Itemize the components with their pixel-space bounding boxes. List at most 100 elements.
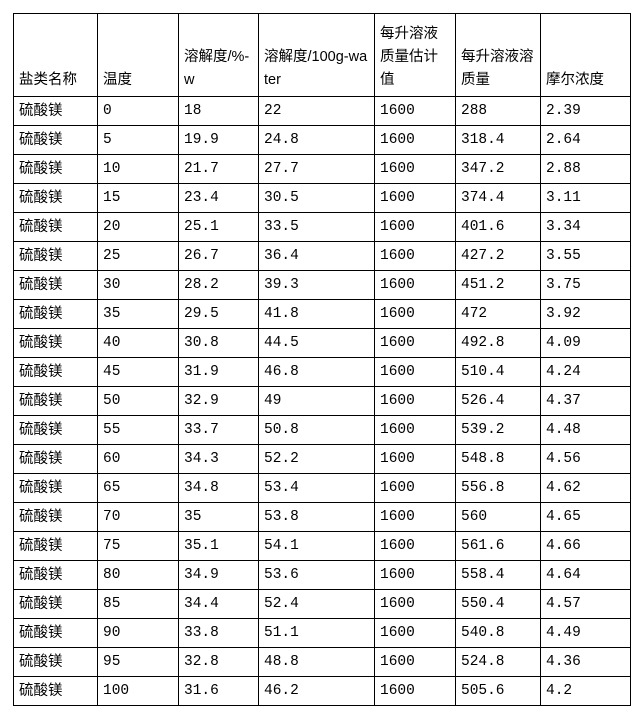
cell-molarity: 4.48 [540, 415, 631, 445]
cell-solubility_wt_pct: 34.8 [178, 473, 259, 503]
cell-solution_mass_per_liter_estimate: 1600 [374, 676, 456, 706]
cell-solubility_per_100g_water: 27.7 [258, 154, 375, 184]
cell-salt_name: 硫酸镁 [13, 154, 98, 184]
cell-molarity: 3.11 [540, 183, 631, 213]
cell-molarity: 4.49 [540, 618, 631, 648]
cell-salt_name: 硫酸镁 [13, 328, 98, 358]
cell-temperature: 5 [97, 125, 179, 155]
cell-temperature: 65 [97, 473, 179, 503]
cell-solution_mass_per_liter_estimate: 1600 [374, 473, 456, 503]
cell-solubility_wt_pct: 33.7 [178, 415, 259, 445]
table-header-row: 盐类名称 温度 溶解度/%-w 溶解度/100g-water 每升溶液质量估计值… [13, 13, 631, 97]
cell-solution_mass_per_liter_estimate: 1600 [374, 502, 456, 532]
cell-salt_name: 硫酸镁 [13, 386, 98, 416]
table-row: 硫酸镁 70 35 53.8 1600 560 4.65 [13, 502, 631, 532]
cell-solubility_wt_pct: 28.2 [178, 270, 259, 300]
cell-solution_mass_per_liter_estimate: 1600 [374, 183, 456, 213]
cell-solubility_wt_pct: 34.3 [178, 444, 259, 474]
cell-solubility_wt_pct: 31.9 [178, 357, 259, 387]
table-row: 硫酸镁 45 31.9 46.8 1600 510.4 4.24 [13, 357, 631, 387]
cell-solubility_per_100g_water: 44.5 [258, 328, 375, 358]
cell-temperature: 0 [97, 96, 179, 126]
cell-solubility_wt_pct: 29.5 [178, 299, 259, 329]
cell-solubility_per_100g_water: 53.6 [258, 560, 375, 590]
cell-temperature: 80 [97, 560, 179, 590]
table-row: 硫酸镁 35 29.5 41.8 1600 472 3.92 [13, 299, 631, 329]
table-row: 硫酸镁 65 34.8 53.4 1600 556.8 4.62 [13, 473, 631, 503]
table-header: 盐类名称 温度 溶解度/%-w 溶解度/100g-water 每升溶液质量估计值… [13, 13, 631, 97]
cell-salt_name: 硫酸镁 [13, 125, 98, 155]
table-row: 硫酸镁 10 21.7 27.7 1600 347.2 2.88 [13, 154, 631, 184]
column-header-solution-mass-per-liter: 每升溶液质量估计值 [374, 13, 456, 97]
cell-salt_name: 硫酸镁 [13, 96, 98, 126]
cell-solubility_per_100g_water: 41.8 [258, 299, 375, 329]
cell-solubility_per_100g_water: 39.3 [258, 270, 375, 300]
cell-solubility_per_100g_water: 52.2 [258, 444, 375, 474]
column-header-molarity: 摩尔浓度 [540, 13, 631, 97]
cell-solubility_per_100g_water: 30.5 [258, 183, 375, 213]
cell-molarity: 3.34 [540, 212, 631, 242]
cell-temperature: 15 [97, 183, 179, 213]
column-header-salt-name: 盐类名称 [13, 13, 98, 97]
cell-salt_name: 硫酸镁 [13, 299, 98, 329]
cell-molarity: 4.24 [540, 357, 631, 387]
cell-salt_name: 硫酸镁 [13, 415, 98, 445]
table-row: 硫酸镁 90 33.8 51.1 1600 540.8 4.49 [13, 618, 631, 648]
cell-solubility_wt_pct: 18 [178, 96, 259, 126]
column-header-solubility-per-100g-water: 溶解度/100g-water [258, 13, 375, 97]
column-header-temperature: 温度 [97, 13, 179, 97]
cell-solubility_per_100g_water: 50.8 [258, 415, 375, 445]
cell-solubility_wt_pct: 21.7 [178, 154, 259, 184]
cell-solubility_wt_pct: 31.6 [178, 676, 259, 706]
cell-solute_mass_per_liter: 288 [455, 96, 541, 126]
cell-temperature: 95 [97, 647, 179, 677]
cell-solubility_wt_pct: 26.7 [178, 241, 259, 271]
cell-solute_mass_per_liter: 427.2 [455, 241, 541, 271]
cell-solubility_per_100g_water: 22 [258, 96, 375, 126]
cell-solute_mass_per_liter: 526.4 [455, 386, 541, 416]
cell-solubility_per_100g_water: 24.8 [258, 125, 375, 155]
cell-solution_mass_per_liter_estimate: 1600 [374, 328, 456, 358]
cell-temperature: 45 [97, 357, 179, 387]
cell-temperature: 75 [97, 531, 179, 561]
cell-solute_mass_per_liter: 505.6 [455, 676, 541, 706]
cell-salt_name: 硫酸镁 [13, 618, 98, 648]
cell-solubility_per_100g_water: 33.5 [258, 212, 375, 242]
cell-temperature: 35 [97, 299, 179, 329]
cell-solubility_per_100g_water: 46.8 [258, 357, 375, 387]
table-row: 硫酸镁 25 26.7 36.4 1600 427.2 3.55 [13, 241, 631, 271]
cell-solute_mass_per_liter: 451.2 [455, 270, 541, 300]
cell-solubility_wt_pct: 19.9 [178, 125, 259, 155]
cell-salt_name: 硫酸镁 [13, 647, 98, 677]
cell-solute_mass_per_liter: 524.8 [455, 647, 541, 677]
cell-molarity: 2.88 [540, 154, 631, 184]
cell-solubility_per_100g_water: 36.4 [258, 241, 375, 271]
table-row: 硫酸镁 95 32.8 48.8 1600 524.8 4.36 [13, 647, 631, 677]
cell-molarity: 4.37 [540, 386, 631, 416]
table-row: 硫酸镁 50 32.9 49 1600 526.4 4.37 [13, 386, 631, 416]
cell-salt_name: 硫酸镁 [13, 357, 98, 387]
cell-molarity: 4.56 [540, 444, 631, 474]
cell-molarity: 3.55 [540, 241, 631, 271]
cell-solute_mass_per_liter: 548.8 [455, 444, 541, 474]
cell-solute_mass_per_liter: 556.8 [455, 473, 541, 503]
cell-solubility_wt_pct: 35.1 [178, 531, 259, 561]
cell-molarity: 4.66 [540, 531, 631, 561]
cell-salt_name: 硫酸镁 [13, 589, 98, 619]
cell-solute_mass_per_liter: 472 [455, 299, 541, 329]
cell-salt_name: 硫酸镁 [13, 241, 98, 271]
cell-solubility_wt_pct: 34.9 [178, 560, 259, 590]
cell-solubility_wt_pct: 25.1 [178, 212, 259, 242]
table-row: 硫酸镁 85 34.4 52.4 1600 550.4 4.57 [13, 589, 631, 619]
cell-solution_mass_per_liter_estimate: 1600 [374, 415, 456, 445]
cell-temperature: 100 [97, 676, 179, 706]
cell-molarity: 4.2 [540, 676, 631, 706]
table-row: 硫酸镁 80 34.9 53.6 1600 558.4 4.64 [13, 560, 631, 590]
cell-salt_name: 硫酸镁 [13, 212, 98, 242]
cell-temperature: 30 [97, 270, 179, 300]
cell-solute_mass_per_liter: 374.4 [455, 183, 541, 213]
solubility-table: 盐类名称 温度 溶解度/%-w 溶解度/100g-water 每升溶液质量估计值… [13, 13, 631, 706]
cell-molarity: 4.57 [540, 589, 631, 619]
table-row: 硫酸镁 100 31.6 46.2 1600 505.6 4.2 [13, 676, 631, 706]
cell-solute_mass_per_liter: 492.8 [455, 328, 541, 358]
